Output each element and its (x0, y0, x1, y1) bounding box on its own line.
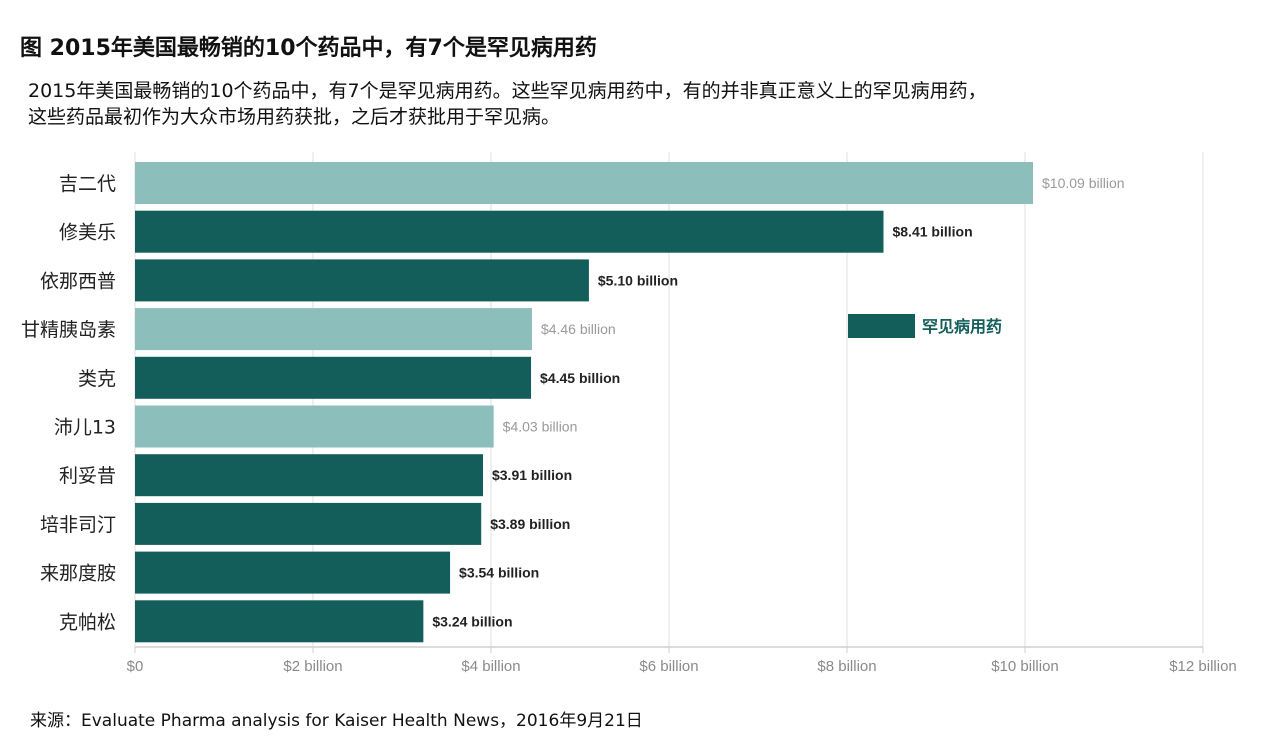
value-label: $4.45 billion (540, 370, 620, 386)
legend: 罕见病用药 (848, 314, 1002, 338)
category-label: 来那度胺 (40, 563, 116, 585)
bar (135, 308, 532, 351)
bar (135, 502, 482, 545)
bar (135, 259, 589, 302)
chart-subtitle: 2015年美国最畅销的10个药品中，有7个是罕见病用药。这些罕见病用药中，有的并… (28, 78, 1258, 130)
x-tick-label: $0 (127, 658, 144, 675)
x-axis: $0 $2 billion $4 billion $6 billion $8 billi… (127, 646, 1237, 675)
value-label: $3.89 billion (490, 516, 570, 532)
labels: 吉二代 $10.09 billion 修美乐 $8.41 billion 依那西普 $5.… (21, 173, 1125, 633)
bar-chart: 吉二代 $10.09 billion 修美乐 $8.41 billion 依那西普 $5.… (21, 152, 1237, 675)
chart-title: 图 2015年美国最畅销的10个药品中，有7个是罕见病用药 (20, 36, 597, 61)
value-label: $5.10 billion (598, 272, 678, 288)
category-label: 克帕松 (59, 611, 116, 633)
x-tick-label: $4 billion (461, 658, 520, 675)
legend-label: 罕见病用药 (922, 317, 1002, 336)
category-label: 修美乐 (59, 222, 116, 244)
x-tick-label: $10 billion (991, 658, 1059, 675)
legend-swatch (848, 314, 915, 338)
category-label: 依那西普 (40, 270, 116, 292)
value-label: $3.54 billion (459, 565, 539, 581)
x-tick-label: $6 billion (639, 658, 698, 675)
value-label: $4.46 billion (541, 321, 616, 337)
value-label: $8.41 billion (892, 224, 972, 240)
x-tick-label: $2 billion (283, 658, 342, 675)
category-label: 吉二代 (59, 173, 116, 195)
category-label: 沛儿13 (54, 417, 116, 439)
subtitle-line-2: 这些药品最初作为大众市场用药获批，之后才获批用于罕见病。 (28, 106, 561, 128)
bar (135, 600, 424, 643)
category-label: 甘精胰岛素 (21, 319, 116, 341)
bar (135, 356, 532, 399)
source-note: 来源：Evaluate Pharma analysis for Kaiser H… (30, 711, 643, 731)
bar (135, 162, 1034, 204)
value-label: $3.24 billion (432, 613, 512, 629)
category-label: 利妥昔 (59, 465, 116, 487)
x-tick-label: $12 billion (1169, 658, 1237, 675)
value-label: $10.09 billion (1042, 175, 1125, 191)
value-label: $4.03 billion (503, 419, 578, 435)
x-tick-label: $8 billion (817, 658, 876, 675)
category-label: 类克 (78, 368, 116, 390)
bar (135, 454, 483, 497)
bars (135, 162, 1034, 643)
bar (135, 551, 451, 594)
bar (135, 210, 884, 253)
bar (135, 405, 494, 448)
value-label: $3.91 billion (492, 467, 572, 483)
category-label: 培非司汀 (40, 514, 116, 536)
subtitle-line-1: 2015年美国最畅销的10个药品中，有7个是罕见病用药。这些罕见病用药中，有的并… (28, 80, 987, 102)
